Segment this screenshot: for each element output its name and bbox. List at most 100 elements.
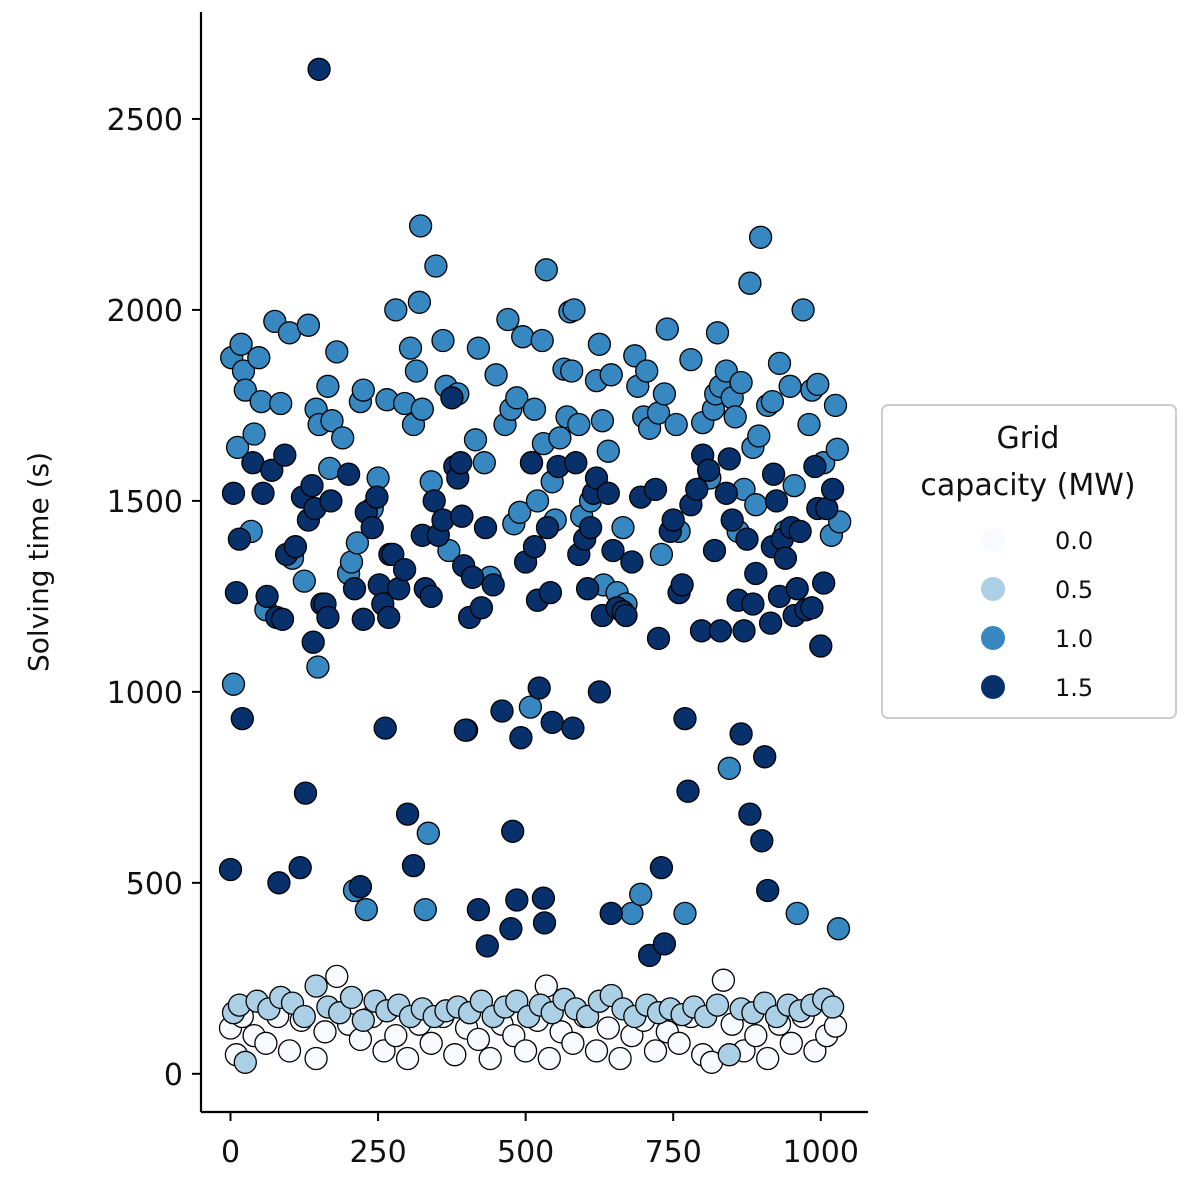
data-point (443, 1043, 467, 1067)
legend-marker (981, 626, 1005, 650)
ticks: 0 250 500 750 1000 0 500 1000 1500 2000 2500 (107, 103, 859, 1170)
data-point (661, 508, 685, 532)
data-point (301, 630, 325, 654)
data-point (596, 481, 620, 505)
data-point (407, 290, 432, 314)
data-point (537, 1046, 561, 1071)
data-point (778, 374, 802, 398)
data-point (809, 634, 833, 658)
legend-title-line-1: Grid (997, 421, 1060, 456)
data-point (513, 1039, 538, 1063)
data-point (319, 489, 343, 513)
data-point (779, 1031, 803, 1055)
data-point (649, 542, 674, 567)
data-point (756, 878, 780, 903)
data-point (384, 298, 408, 322)
data-point (316, 605, 340, 630)
data-point (788, 519, 812, 544)
data-point (635, 359, 659, 383)
y-axis-label: Solving time (s) (22, 452, 55, 672)
data-point (336, 462, 361, 486)
legend-marker (981, 577, 1005, 601)
legend-label: 1.5 (1055, 674, 1093, 702)
data-point (753, 745, 777, 769)
data-point (316, 374, 340, 398)
data-point (825, 437, 849, 461)
data-point (575, 577, 600, 601)
data-point (254, 1031, 278, 1055)
data-point (267, 871, 291, 895)
data-point (463, 428, 488, 452)
data-point (522, 397, 547, 421)
data-point (218, 857, 243, 882)
series-0-5 (221, 974, 845, 1074)
data-point (717, 447, 741, 471)
data-point (466, 897, 491, 922)
data-point (596, 1016, 620, 1040)
data-point (499, 917, 523, 941)
data-point (351, 378, 375, 402)
data-point (590, 409, 615, 433)
data-point (270, 607, 295, 631)
data-point (708, 619, 733, 643)
data-point (729, 370, 753, 395)
data-point (587, 332, 612, 356)
data-point (744, 493, 768, 517)
x-tick-label: 500 (497, 1135, 554, 1170)
data-point (404, 359, 429, 383)
data-point (670, 573, 694, 597)
legend-entries: 0.0 0.5 1.0 1.5 (981, 527, 1093, 702)
data-point (221, 672, 246, 696)
data-point (738, 271, 762, 295)
data-point (561, 716, 585, 740)
data-point (490, 699, 514, 723)
data-point (260, 458, 284, 482)
data-point (649, 855, 674, 880)
data-point (561, 1031, 585, 1055)
y-tick-label: 2500 (107, 103, 183, 138)
data-point (538, 580, 563, 605)
data-point (475, 934, 499, 958)
data-point (224, 580, 249, 605)
data-point (508, 500, 532, 524)
x-tick-label: 750 (645, 1135, 702, 1170)
data-point (608, 1046, 632, 1071)
legend-marker (981, 528, 1005, 552)
data-point (676, 779, 700, 803)
data-point (313, 1020, 337, 1044)
data-point (320, 409, 344, 433)
data-point (575, 1004, 600, 1029)
data-point (372, 1039, 396, 1063)
data-point (360, 515, 384, 540)
data-point (679, 347, 703, 372)
data-point (300, 473, 324, 498)
data-point (484, 363, 508, 387)
data-point (535, 515, 560, 540)
data-point (578, 515, 603, 540)
data-point (519, 451, 544, 475)
data-point (431, 508, 455, 532)
data-point (652, 932, 677, 956)
data-point (587, 680, 612, 704)
data-point (395, 1046, 420, 1071)
data-point (614, 603, 638, 628)
data-point (413, 897, 437, 922)
data-point (351, 1008, 375, 1032)
data-point (469, 989, 494, 1013)
legend-label: 1.0 (1055, 625, 1093, 653)
data-point (419, 470, 443, 494)
data-point (711, 968, 736, 992)
legend-label: 0.5 (1055, 576, 1093, 604)
data-point (758, 611, 783, 635)
data-point (720, 508, 744, 532)
data-point (227, 527, 252, 551)
data-point (812, 571, 836, 595)
data-point (233, 1050, 257, 1074)
data-point (505, 989, 529, 1013)
data-point (560, 359, 584, 383)
data-point (773, 546, 798, 570)
data-point (345, 531, 370, 555)
data-point (664, 412, 688, 437)
data-point (269, 391, 293, 416)
data-point (761, 462, 786, 486)
